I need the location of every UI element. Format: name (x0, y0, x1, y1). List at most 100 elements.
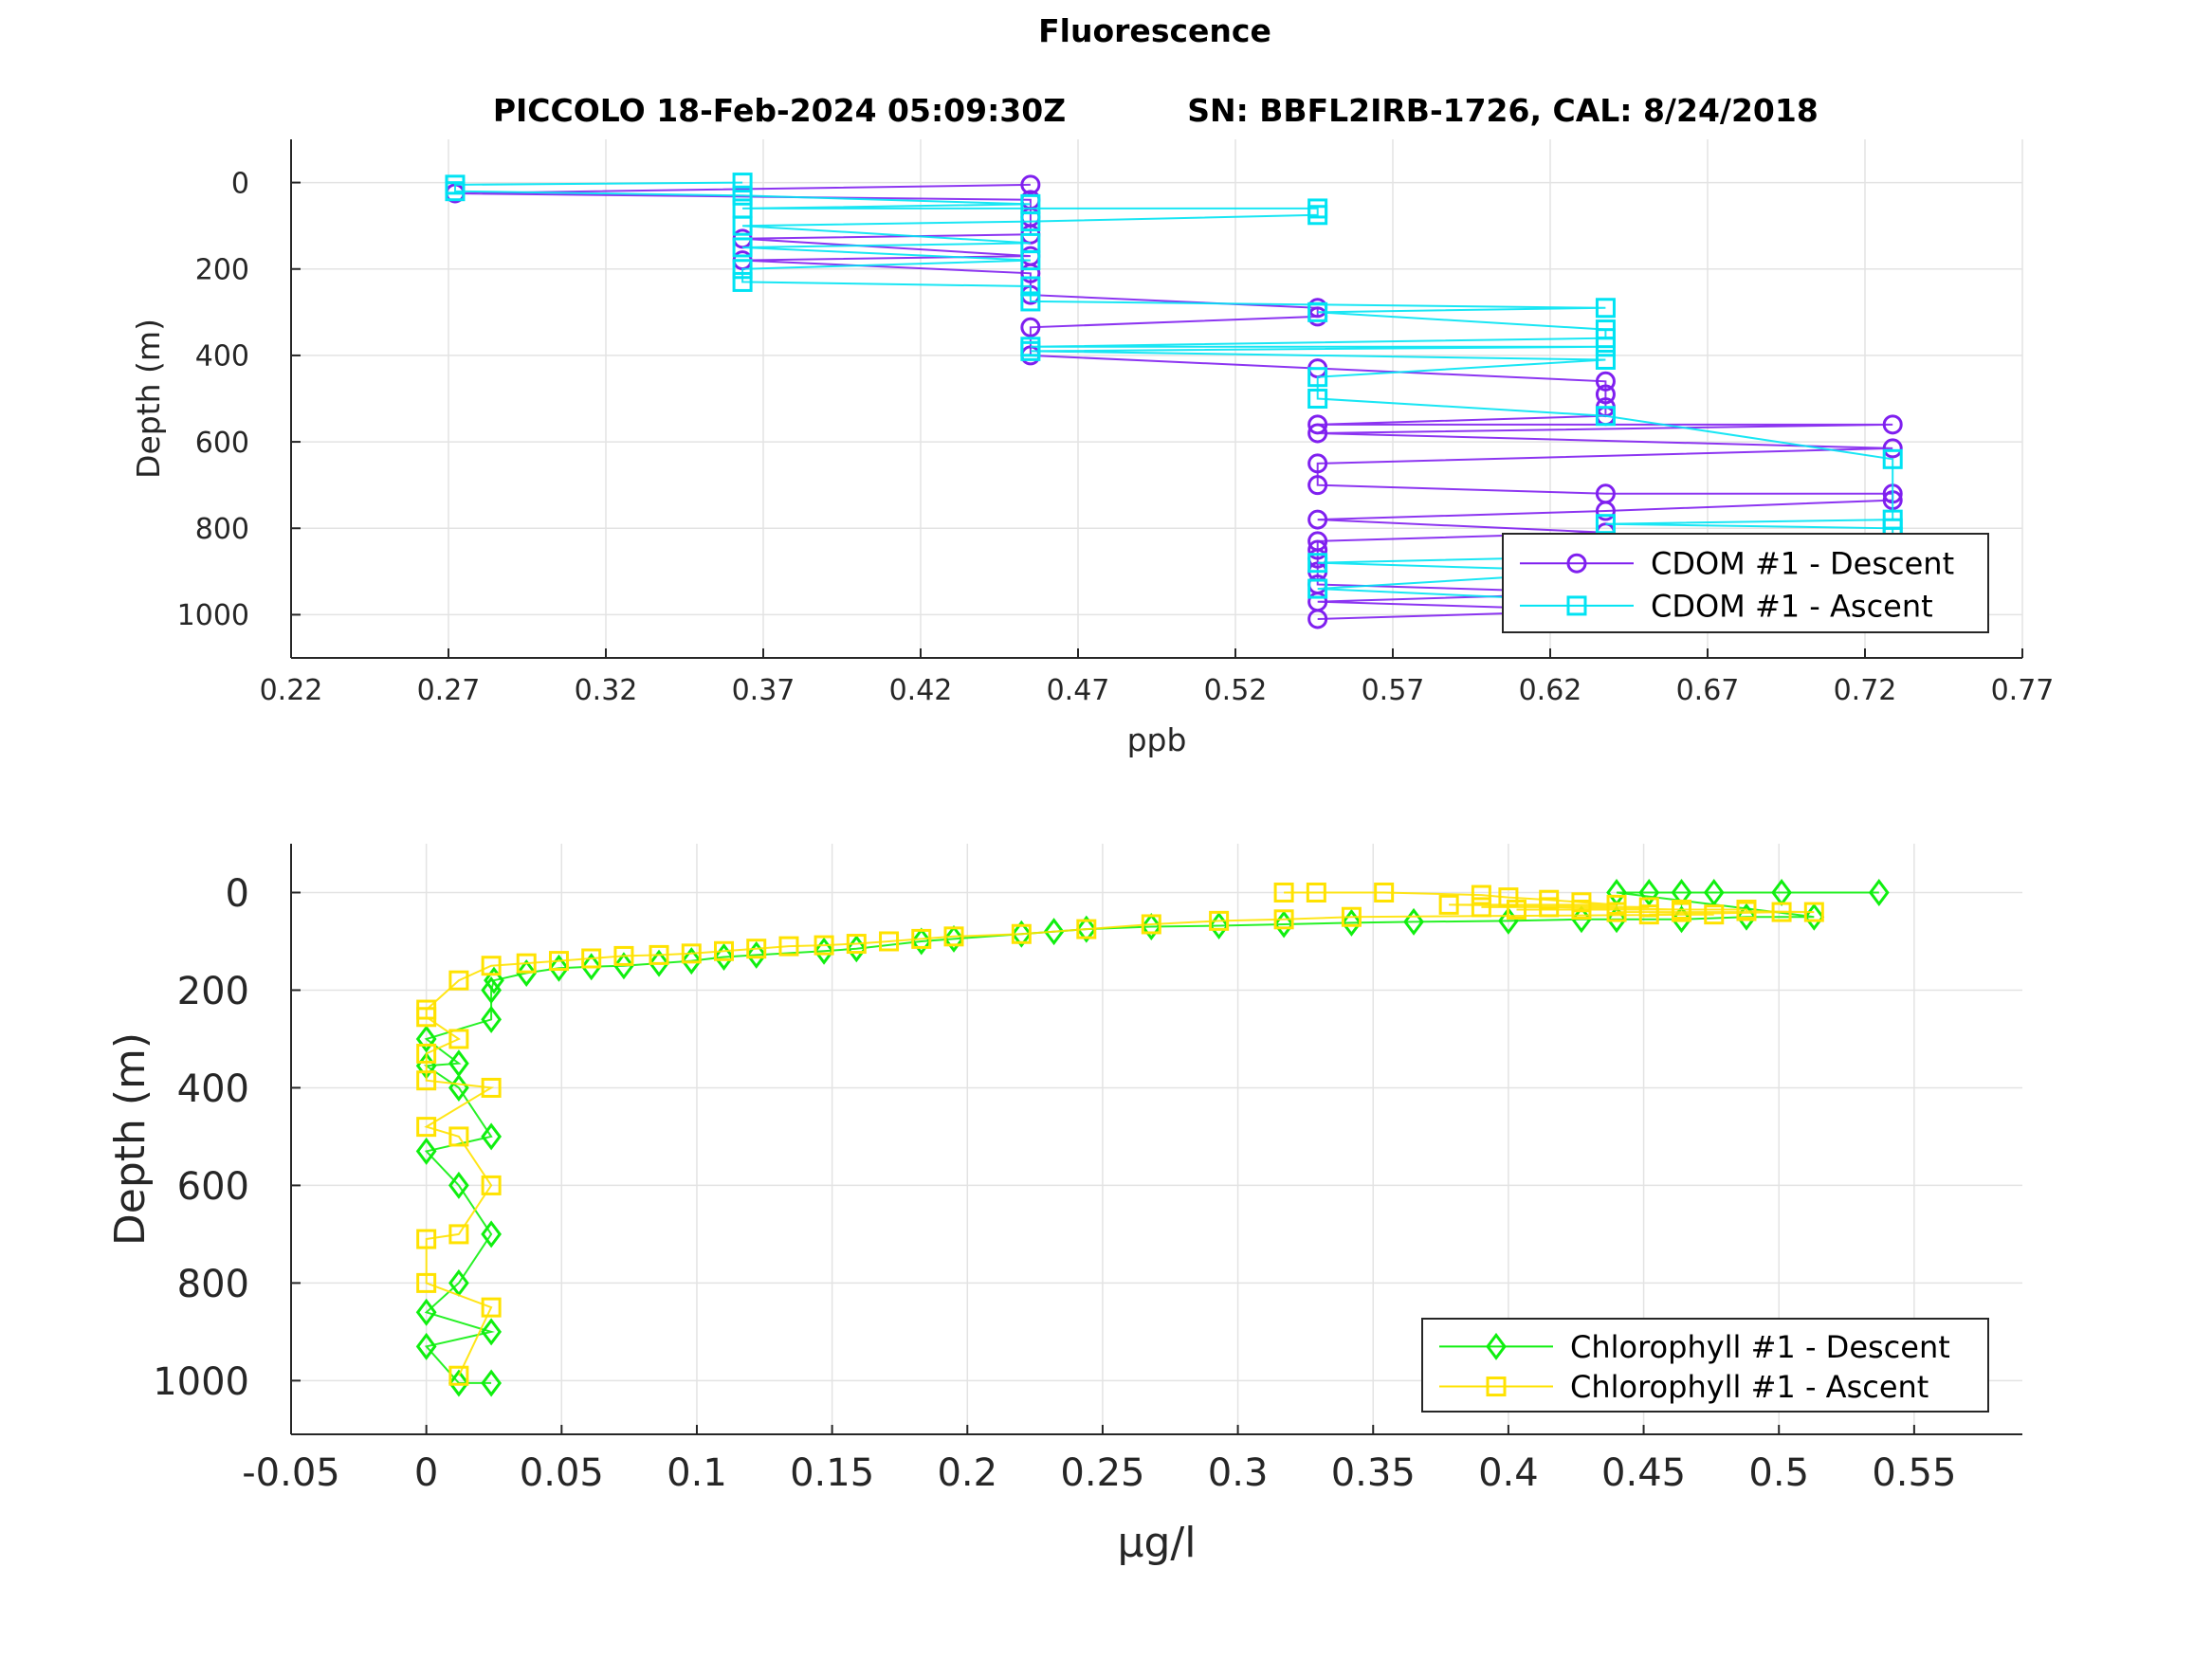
data-point (1273, 909, 1294, 930)
data-point (1341, 906, 1362, 927)
data-point (484, 966, 504, 994)
data-point (1672, 902, 1692, 922)
data-point (745, 940, 767, 969)
data-point (1703, 878, 1725, 906)
data-point (1341, 908, 1362, 937)
data-point (416, 1117, 437, 1138)
x-tick-label: 0.2 (937, 1451, 997, 1495)
x-tick-label: 0.3 (1208, 1451, 1269, 1495)
data-point (1209, 910, 1230, 931)
x-tick-label: 0.57 (1362, 674, 1425, 707)
data-point (1020, 291, 1041, 312)
data-point (516, 953, 537, 974)
y-tick-label: 800 (177, 1263, 249, 1306)
data-point (1606, 902, 1627, 922)
x-tick-label: 0 (414, 1451, 438, 1495)
x-tick-label: 0.15 (790, 1451, 874, 1495)
y-tick-label: 200 (177, 970, 249, 1013)
data-point (1882, 448, 1903, 469)
legend-swatch-marker (1566, 595, 1587, 616)
x-tick-label: 0.62 (1519, 674, 1582, 707)
legend-swatch-marker (1486, 1332, 1507, 1360)
data-point (481, 1077, 502, 1098)
data-point (448, 970, 469, 991)
data-point (448, 1365, 469, 1386)
y-tick-label: 400 (195, 340, 249, 374)
data-point (1020, 174, 1041, 195)
x-axis-label: μg/l (1118, 1519, 1197, 1567)
data-point (1307, 301, 1328, 322)
x-tick-label: 0.05 (520, 1451, 604, 1495)
data-point (778, 936, 799, 957)
data-point (1471, 897, 1491, 918)
figure-title: Fluorescence (1038, 12, 1271, 49)
data-point (911, 928, 932, 949)
data-point (416, 1229, 437, 1249)
data-point (481, 1175, 502, 1195)
data-point (416, 1070, 437, 1091)
data-point (732, 215, 753, 236)
y-tick-label: 800 (195, 513, 249, 546)
data-point (649, 949, 669, 977)
data-point (1595, 349, 1616, 370)
data-point (943, 926, 964, 947)
legend: Chlorophyll #1 - Descent Chlorophyll #1 -… (1421, 1318, 1989, 1413)
data-point (1374, 882, 1395, 902)
data-point (1571, 900, 1592, 921)
data-point (1506, 900, 1526, 921)
data-point (1273, 910, 1294, 939)
data-point (1638, 904, 1659, 925)
x-axis-label: ppb (1127, 721, 1187, 758)
data-point (1141, 913, 1162, 941)
data-point (732, 173, 753, 193)
data-point (943, 924, 964, 953)
legend-entry: CDOM #1 - Ascent (1651, 588, 1933, 624)
data-point (1595, 371, 1616, 392)
data-point (1011, 920, 1033, 948)
data-point (1403, 907, 1424, 936)
data-point (1307, 367, 1328, 388)
y-tick-label: 600 (177, 1165, 249, 1209)
data-point (1307, 475, 1328, 496)
figure-subtitle-right: SN: BBFL2IRB-1726, CAL: 8/24/2018 (1187, 92, 1819, 129)
data-point (580, 953, 602, 981)
data-point (481, 1005, 503, 1033)
data-point (1020, 317, 1041, 337)
data-point (1020, 211, 1041, 232)
data-point (1020, 340, 1041, 361)
data-point (1438, 894, 1459, 915)
y-tick-label: 400 (177, 1067, 249, 1111)
data-point (814, 935, 834, 956)
data-point (1595, 298, 1616, 319)
data-point (481, 1318, 503, 1346)
legend-entry: Chlorophyll #1 - Ascent (1570, 1369, 1929, 1405)
data-point (1307, 414, 1328, 435)
data-point (1307, 553, 1328, 574)
data-point (1595, 501, 1616, 521)
data-point (613, 952, 634, 980)
data-point (415, 1332, 437, 1360)
data-point (613, 945, 634, 966)
data-point (415, 1298, 437, 1326)
data-point (1595, 406, 1616, 427)
figure-subtitle-left: PICCOLO 18-Feb-2024 05:09:30Z (493, 92, 1066, 129)
data-point (846, 934, 867, 955)
data-point (415, 1137, 437, 1165)
x-tick-label: 0.4 (1478, 1451, 1539, 1495)
data-point (415, 1025, 437, 1053)
legend-box (1502, 533, 1989, 633)
y-tick-label: 0 (231, 167, 249, 200)
data-point (732, 271, 753, 292)
series-2 (416, 882, 1824, 1386)
x-tick-label: 0.42 (889, 674, 953, 707)
data-point (1043, 918, 1065, 946)
data-point (1471, 884, 1491, 905)
data-point (481, 975, 503, 1004)
data-point (1020, 263, 1041, 283)
data-point (481, 1297, 502, 1318)
data-point (649, 944, 669, 965)
data-point (732, 237, 753, 258)
data-point (581, 948, 602, 969)
data-point (448, 1126, 469, 1147)
data-point (1075, 915, 1097, 943)
